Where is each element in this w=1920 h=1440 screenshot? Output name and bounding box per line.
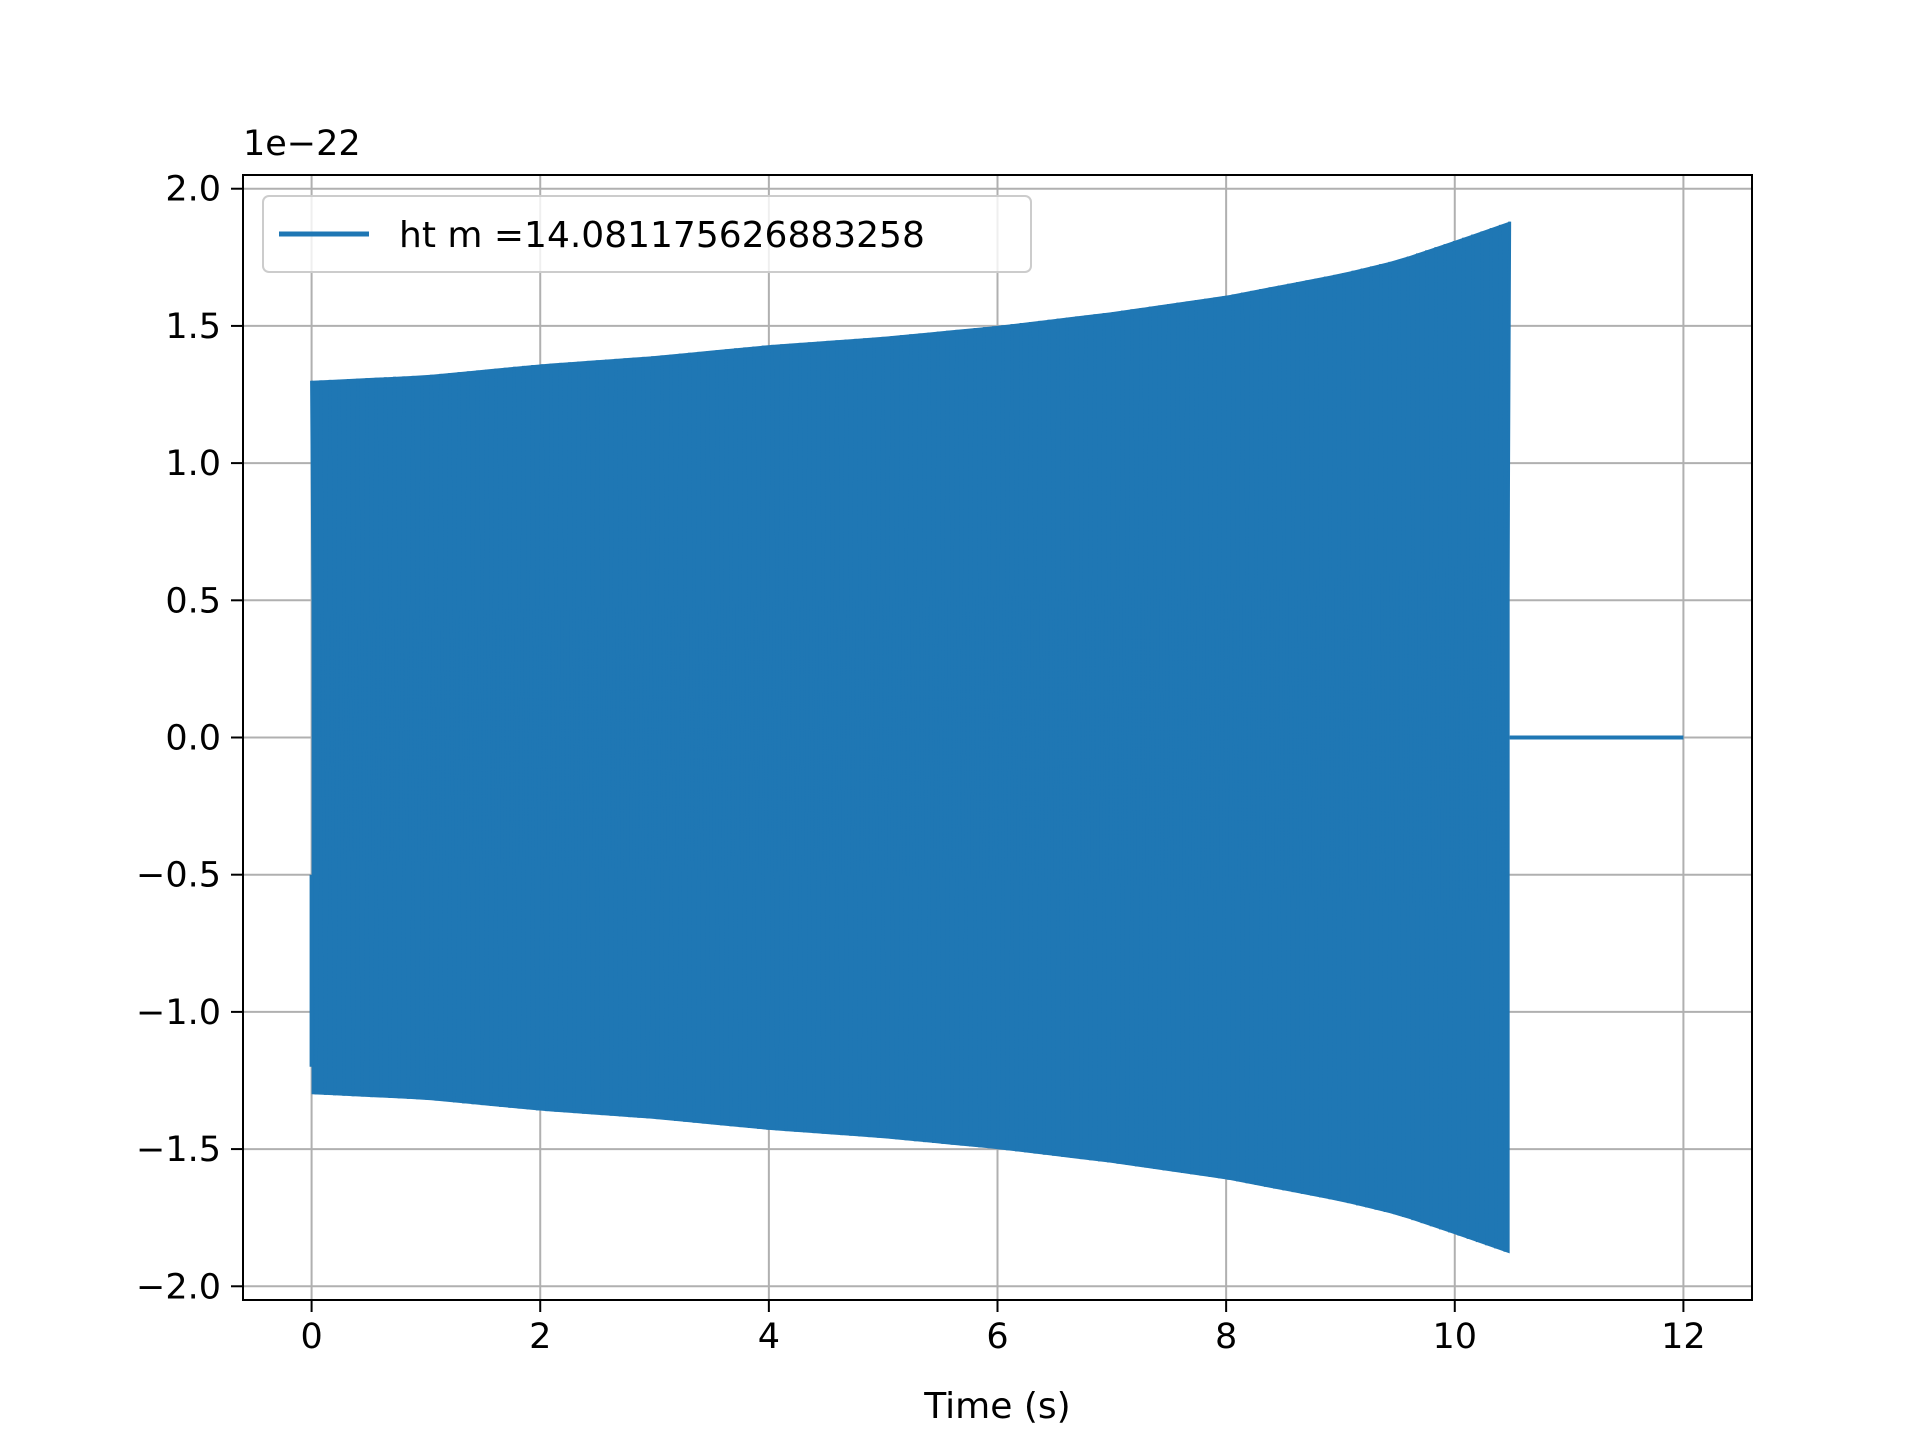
y-tick-label: 0.5 (165, 581, 221, 621)
y-tick-label: −0.5 (136, 856, 221, 896)
signal-line (310, 221, 1512, 1252)
y-tick-label: −1.0 (136, 993, 221, 1033)
x-tick-label: 2 (529, 1317, 551, 1357)
series-layer (309, 221, 1684, 1254)
ticks: 0 2 4 6 8 10 12 −2.0 −1.5 −1.0 −0.5 0.0 0.5 1.0 1.5 2.0 (136, 170, 1706, 1357)
legend-box (262, 195, 1032, 273)
x-tick-label: 8 (1215, 1317, 1237, 1357)
x-tick-label: 6 (986, 1317, 1008, 1357)
x-tick-label: 10 (1432, 1317, 1477, 1357)
y-tick-label: −2.0 (136, 1267, 221, 1307)
x-axis-label: Time (s) (923, 1386, 1070, 1427)
y-tick-label: −1.5 (136, 1130, 221, 1170)
x-tick-label: 12 (1661, 1317, 1706, 1357)
x-tick-label: 4 (758, 1317, 780, 1357)
x-tick-label: 0 (300, 1317, 322, 1357)
legend-entry-label: ht m =14.081175626883258 (399, 215, 925, 256)
y-tick-label: 1.5 (165, 307, 221, 347)
y-tick-label: 2.0 (165, 170, 221, 210)
y-tick-label: 1.0 (165, 444, 221, 484)
y-offset-label: 1e−22 (243, 124, 361, 164)
legend: ht m =14.081175626883258 (262, 195, 1032, 273)
y-tick-label: 0.0 (165, 719, 221, 759)
